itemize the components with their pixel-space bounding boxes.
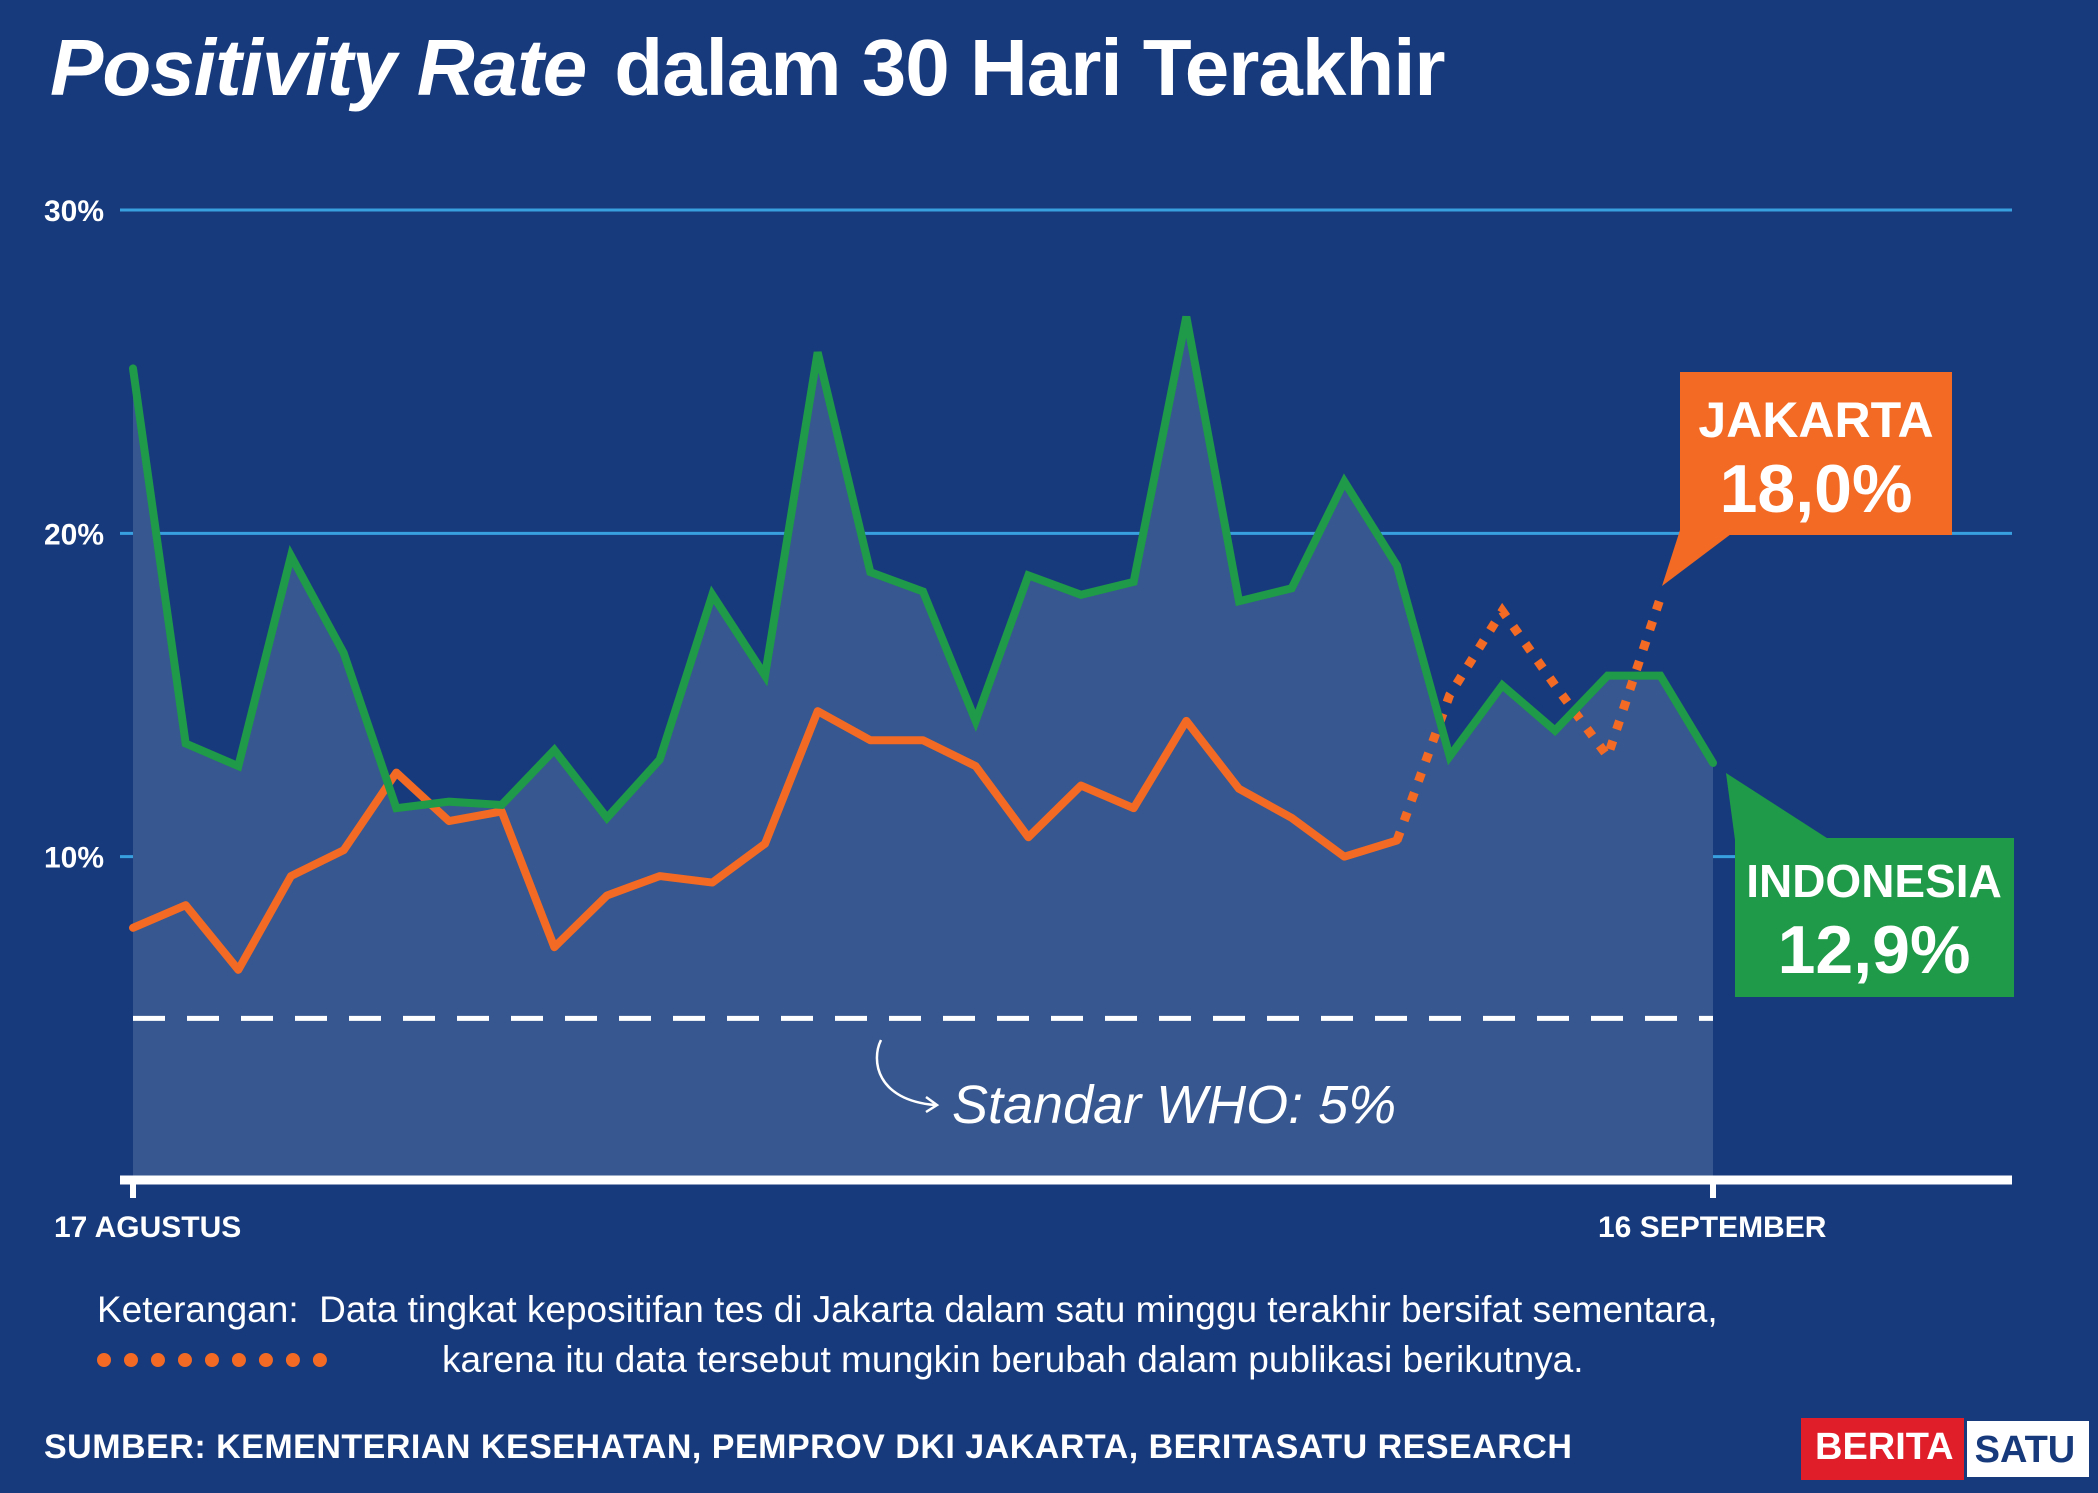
- who-arrow: [875, 1039, 936, 1107]
- note-line-2: karena itu data tersebut mungkin berubah…: [97, 1335, 1718, 1385]
- provisional-legend-dots: [97, 1353, 327, 1367]
- note-label: Keterangan:: [97, 1289, 299, 1330]
- note: Keterangan: Data tingkat kepositifan tes…: [97, 1285, 1718, 1385]
- logo-part-2: SATU: [1963, 1418, 2093, 1480]
- y-tick-label: 30%: [44, 195, 104, 228]
- indonesia-area: [133, 316, 1713, 1180]
- indonesia-callout-value: 12,9%: [1778, 912, 1971, 988]
- indonesia-callout-box: [1735, 838, 2014, 997]
- title-rest: dalam 30 Hari Terakhir: [614, 23, 1445, 112]
- who-arrowhead: [925, 1095, 940, 1114]
- note-line-1: Keterangan: Data tingkat kepositifan tes…: [97, 1285, 1718, 1335]
- jakarta-callout-name: JAKARTA: [1698, 392, 1933, 448]
- note-text-1: Data tingkat kepositifan tes di Jakarta …: [319, 1289, 1718, 1330]
- y-tick-label: 20%: [44, 518, 104, 551]
- beritasatu-logo: BERITA SATU: [1801, 1418, 2093, 1480]
- x-label-start: 17 AGUSTUS: [54, 1211, 241, 1244]
- x-label-end: 16 SEPTEMBER: [1598, 1211, 1827, 1244]
- indonesia-line: [129, 315, 1717, 825]
- who-annotation: Standar WHO: 5%: [875, 1039, 1396, 1135]
- y-axis-ticks: 10% 20% 30%: [44, 195, 104, 875]
- jakarta-callout-pointer: [1662, 530, 1735, 586]
- indonesia-callout-name: INDONESIA: [1746, 855, 2002, 907]
- note-text-2: karena itu data tersebut mungkin berubah…: [442, 1339, 1584, 1380]
- logo-part-1: BERITA: [1801, 1418, 1964, 1480]
- jakarta-line: [129, 707, 1401, 974]
- who-label: Standar WHO: 5%: [952, 1075, 1396, 1135]
- source: SUMBER: KEMENTERIAN KESEHATAN, PEMPROV D…: [44, 1428, 1573, 1466]
- jakarta-callout: JAKARTA 18,0%: [1662, 372, 1952, 586]
- jakarta-callout-value: 18,0%: [1720, 451, 1913, 527]
- indonesia-callout-pointer: [1726, 773, 1830, 840]
- title-italic: Positivity Rate: [50, 23, 587, 112]
- jakarta-callout-box: [1680, 372, 1952, 535]
- y-tick-label: 10%: [44, 842, 104, 875]
- indonesia-callout: INDONESIA 12,9%: [1726, 773, 2014, 997]
- chart-title: Positivity Rate dalam 30 Hari Terakhir: [50, 22, 1446, 114]
